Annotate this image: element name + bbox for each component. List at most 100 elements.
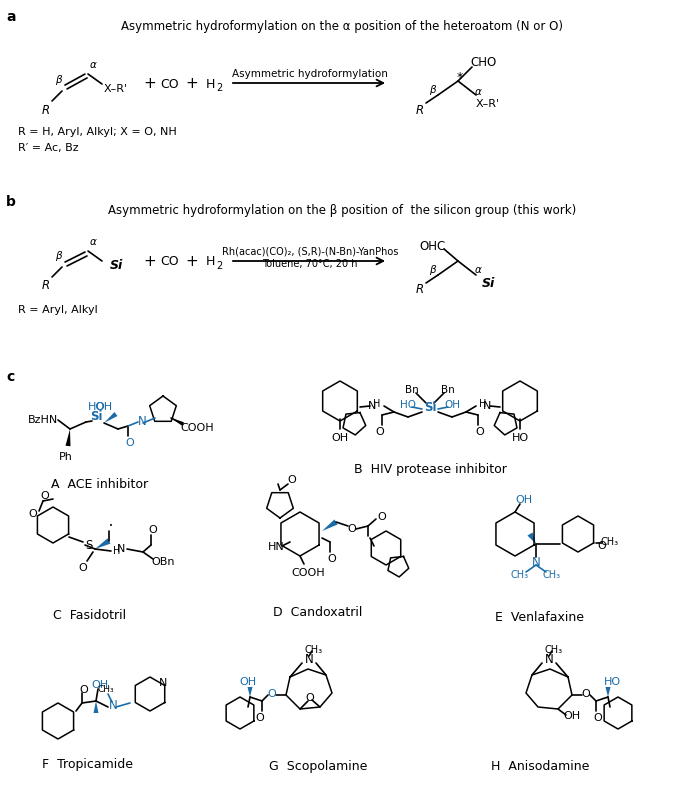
Text: S: S bbox=[86, 539, 92, 552]
Text: *: * bbox=[457, 71, 463, 83]
Text: O: O bbox=[594, 712, 602, 722]
Text: Bn: Bn bbox=[405, 384, 419, 395]
Text: O: O bbox=[475, 427, 484, 436]
Text: Si: Si bbox=[482, 277, 495, 290]
Text: Ph: Ph bbox=[59, 452, 73, 461]
Text: CH₃: CH₃ bbox=[511, 569, 529, 579]
Text: α: α bbox=[475, 265, 482, 274]
Text: N: N bbox=[305, 653, 313, 666]
Text: H: H bbox=[206, 78, 214, 91]
Text: R = H, Aryl, Alkyl; X = O, NH: R = H, Aryl, Alkyl; X = O, NH bbox=[18, 127, 177, 137]
Text: Asymmetric hydroformylation: Asymmetric hydroformylation bbox=[232, 69, 388, 79]
Text: Si: Si bbox=[110, 259, 123, 272]
Text: R: R bbox=[42, 279, 50, 292]
Text: Si: Si bbox=[90, 410, 102, 423]
Text: R: R bbox=[416, 283, 424, 296]
Text: α: α bbox=[90, 60, 97, 70]
Text: X–R': X–R' bbox=[476, 99, 500, 109]
Text: O: O bbox=[268, 688, 276, 698]
Text: Asymmetric hydroformylation on the α position of the heteroatom (N or O): Asymmetric hydroformylation on the α pos… bbox=[121, 20, 563, 33]
Text: N: N bbox=[532, 556, 540, 569]
Text: CH₃: CH₃ bbox=[98, 685, 114, 694]
Text: +: + bbox=[144, 76, 156, 91]
Polygon shape bbox=[104, 412, 118, 423]
Text: H: H bbox=[113, 545, 121, 555]
Text: •: • bbox=[109, 522, 113, 529]
Text: α: α bbox=[90, 237, 97, 247]
Text: O: O bbox=[288, 475, 297, 484]
Text: N: N bbox=[483, 400, 491, 411]
Text: OBn: OBn bbox=[151, 557, 175, 566]
Text: CH₃: CH₃ bbox=[305, 644, 323, 654]
Text: H: H bbox=[373, 399, 381, 408]
Text: OH: OH bbox=[240, 676, 257, 687]
Text: β: β bbox=[55, 75, 62, 85]
Text: +: + bbox=[186, 254, 199, 269]
Text: β: β bbox=[55, 251, 62, 261]
Text: O: O bbox=[79, 562, 88, 573]
Text: OH: OH bbox=[515, 494, 532, 504]
Text: C  Fasidotril: C Fasidotril bbox=[53, 609, 127, 622]
Text: CH₃: CH₃ bbox=[545, 644, 563, 654]
Text: +: + bbox=[144, 254, 156, 269]
Text: HO: HO bbox=[88, 402, 105, 411]
Text: CO: CO bbox=[161, 78, 179, 91]
Text: CHO: CHO bbox=[471, 55, 497, 68]
Text: N: N bbox=[368, 400, 376, 411]
Text: OH: OH bbox=[91, 679, 108, 689]
Polygon shape bbox=[95, 539, 110, 549]
Text: O: O bbox=[79, 684, 88, 695]
Text: BzHN: BzHN bbox=[28, 415, 58, 424]
Text: B  HIV protease inhibitor: B HIV protease inhibitor bbox=[353, 463, 506, 476]
Text: N: N bbox=[109, 699, 117, 711]
Text: H: H bbox=[479, 399, 486, 408]
Polygon shape bbox=[66, 429, 71, 447]
Polygon shape bbox=[93, 701, 99, 713]
Text: CH₃: CH₃ bbox=[601, 537, 619, 546]
Polygon shape bbox=[527, 533, 536, 545]
Text: α: α bbox=[475, 87, 482, 97]
Text: A  ACE inhibitor: A ACE inhibitor bbox=[51, 478, 149, 491]
Text: OHC: OHC bbox=[420, 239, 446, 252]
Text: O: O bbox=[125, 437, 134, 448]
Text: COOH: COOH bbox=[180, 423, 214, 432]
Text: O: O bbox=[375, 427, 384, 436]
Text: OH: OH bbox=[444, 399, 460, 410]
Text: G  Scopolamine: G Scopolamine bbox=[269, 759, 367, 772]
Text: O: O bbox=[377, 512, 386, 521]
Text: Asymmetric hydroformylation on the β position of  the silicon group (this work): Asymmetric hydroformylation on the β pos… bbox=[108, 204, 576, 217]
Text: Toluene, 70°C, 20 h: Toluene, 70°C, 20 h bbox=[262, 259, 358, 269]
Text: H: H bbox=[206, 255, 214, 268]
Text: O: O bbox=[347, 524, 356, 533]
Text: b: b bbox=[6, 195, 16, 209]
Text: O: O bbox=[40, 490, 49, 500]
Text: O: O bbox=[327, 553, 336, 563]
Text: OH: OH bbox=[332, 432, 349, 443]
Text: HO: HO bbox=[603, 676, 621, 687]
Text: OH: OH bbox=[564, 710, 581, 720]
Text: R: R bbox=[416, 103, 424, 116]
Text: HO: HO bbox=[512, 432, 529, 443]
Text: X–R': X–R' bbox=[104, 84, 128, 94]
Text: R: R bbox=[42, 103, 50, 116]
Text: COOH: COOH bbox=[291, 567, 325, 577]
Text: Rh(acac)(CO)₂, (S,R)-(N-Bn)-YanPhos: Rh(acac)(CO)₂, (S,R)-(N-Bn)-YanPhos bbox=[222, 245, 398, 256]
Text: 2: 2 bbox=[216, 261, 222, 270]
Text: +: + bbox=[186, 76, 199, 91]
Text: Bn: Bn bbox=[441, 384, 455, 395]
Polygon shape bbox=[606, 687, 610, 697]
Text: 2: 2 bbox=[216, 83, 222, 93]
Text: D  Candoxatril: D Candoxatril bbox=[273, 606, 362, 618]
Text: HO: HO bbox=[400, 399, 416, 410]
Text: O: O bbox=[29, 508, 38, 518]
Text: O: O bbox=[582, 688, 590, 698]
Text: R = Aryl, Alkyl: R = Aryl, Alkyl bbox=[18, 305, 98, 314]
Text: N: N bbox=[159, 677, 167, 687]
Text: c: c bbox=[6, 370, 14, 383]
Text: N: N bbox=[138, 415, 147, 428]
Text: N: N bbox=[117, 543, 125, 553]
Text: a: a bbox=[6, 10, 16, 24]
Text: O: O bbox=[597, 541, 606, 550]
Text: E  Venlafaxine: E Venlafaxine bbox=[495, 611, 584, 624]
Text: β: β bbox=[429, 85, 435, 95]
